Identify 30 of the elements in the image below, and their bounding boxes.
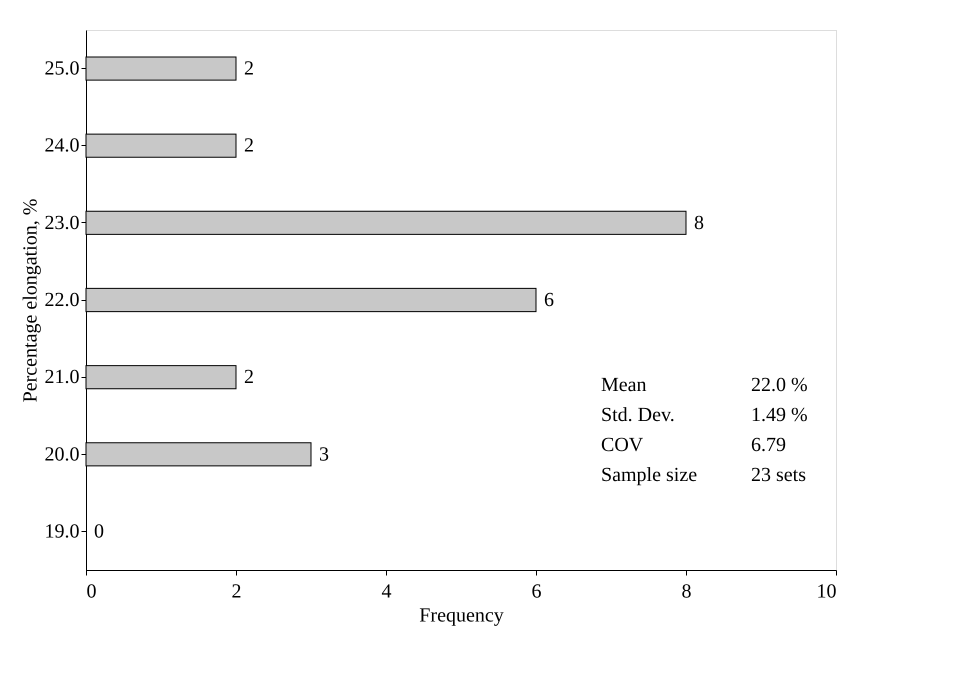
annotation: Mean xyxy=(601,374,647,396)
y-tick-label: 19.0 xyxy=(44,520,80,542)
x-tick-label: 8 xyxy=(682,580,692,602)
data-label: 2 xyxy=(244,134,254,157)
y-tick-label: 21.0 xyxy=(44,366,80,388)
data-label: 2 xyxy=(244,58,254,80)
annotation: 1.49 % xyxy=(751,404,808,426)
data-label: 6 xyxy=(544,289,554,311)
annotation: Std. Dev. xyxy=(601,404,675,426)
y-tick-label: 20.0 xyxy=(44,443,80,466)
y-tick-label: 25.0 xyxy=(44,58,80,80)
data-label: 2 xyxy=(244,366,254,388)
x-tick-label: 4 xyxy=(382,580,392,602)
x-tick-label: 6 xyxy=(532,580,542,602)
y-tick-label: 22.0 xyxy=(44,289,80,311)
x-tick-label: 10 xyxy=(816,580,836,602)
annotation: 22.0 % xyxy=(751,374,808,396)
annotation: COV xyxy=(601,434,644,456)
annotation: Sample size xyxy=(601,464,698,486)
annotation: 6.79 xyxy=(751,434,786,456)
data-label: 8 xyxy=(694,212,704,234)
y-tick-label: 23.0 xyxy=(44,212,80,234)
y-tick-label: 24.0 xyxy=(44,134,80,157)
annotation: 23 sets xyxy=(751,464,806,486)
x-axis-title: Frequency xyxy=(419,604,504,626)
y-axis-title: Percentage elongation, % xyxy=(20,198,42,402)
data-label: 3 xyxy=(319,443,329,466)
data-label: 0 xyxy=(94,520,104,542)
x-tick-label: 0 xyxy=(86,580,96,602)
x-tick-label: 2 xyxy=(232,580,242,602)
